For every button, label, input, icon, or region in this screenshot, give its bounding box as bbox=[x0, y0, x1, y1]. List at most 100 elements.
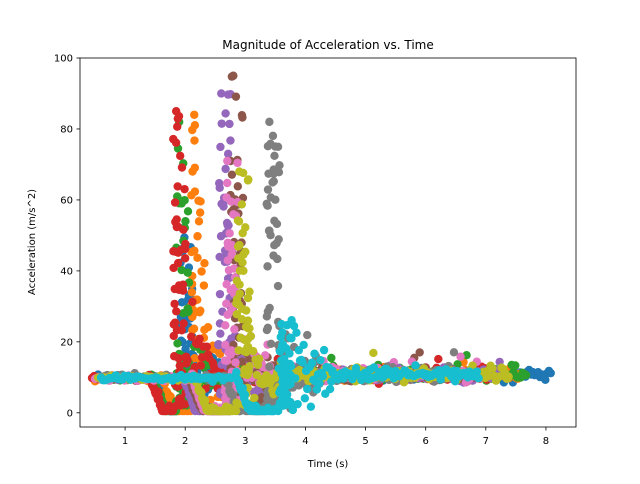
data-point bbox=[263, 141, 273, 151]
data-point bbox=[215, 349, 225, 359]
data-point bbox=[240, 390, 250, 399]
data-point bbox=[275, 347, 285, 356]
data-point bbox=[220, 356, 230, 365]
data-point bbox=[169, 247, 178, 256]
data-point bbox=[188, 297, 197, 307]
data-point bbox=[231, 92, 241, 101]
data-point bbox=[270, 151, 279, 161]
data-point bbox=[223, 149, 233, 159]
data-point bbox=[233, 182, 242, 191]
data-point bbox=[172, 307, 181, 316]
data-point bbox=[223, 156, 232, 166]
data-point bbox=[434, 354, 443, 364]
data-point bbox=[223, 220, 232, 230]
data-point bbox=[369, 348, 378, 358]
data-point bbox=[231, 358, 240, 367]
data-point bbox=[195, 208, 205, 217]
data-point bbox=[263, 201, 272, 210]
data-point bbox=[315, 379, 324, 388]
data-point bbox=[265, 362, 274, 371]
data-point bbox=[177, 298, 187, 307]
data-point bbox=[298, 358, 307, 367]
data-point bbox=[175, 361, 184, 370]
data-point bbox=[263, 262, 272, 271]
data-point bbox=[271, 195, 280, 204]
data-point bbox=[178, 286, 188, 295]
data-point bbox=[268, 131, 278, 141]
data-point bbox=[187, 332, 196, 341]
data-point bbox=[199, 281, 209, 290]
data-point bbox=[202, 342, 212, 351]
data-point bbox=[190, 120, 200, 130]
data-point bbox=[215, 289, 225, 299]
x-tick-label: 6 bbox=[423, 436, 429, 447]
data-point bbox=[221, 340, 230, 350]
points-layer bbox=[87, 71, 555, 416]
data-point bbox=[224, 240, 233, 250]
data-point bbox=[277, 395, 287, 405]
data-point bbox=[411, 361, 420, 370]
data-point bbox=[244, 175, 253, 184]
data-point bbox=[277, 319, 286, 329]
x-tick-label: 5 bbox=[362, 436, 368, 447]
data-point bbox=[224, 348, 233, 357]
data-point bbox=[273, 281, 283, 291]
data-point bbox=[291, 374, 300, 383]
data-point bbox=[190, 187, 200, 196]
data-point bbox=[265, 303, 274, 313]
data-point bbox=[183, 356, 192, 365]
data-point bbox=[289, 321, 299, 331]
data-point bbox=[250, 393, 259, 403]
data-point bbox=[237, 200, 247, 209]
data-point bbox=[237, 315, 247, 324]
data-point bbox=[233, 216, 243, 225]
data-point bbox=[171, 107, 181, 116]
data-point bbox=[273, 254, 282, 264]
data-point bbox=[187, 247, 196, 257]
data-point bbox=[234, 346, 243, 355]
data-point bbox=[264, 226, 274, 235]
data-point bbox=[521, 370, 531, 380]
data-point bbox=[280, 354, 289, 364]
data-point bbox=[173, 182, 182, 191]
data-point bbox=[511, 361, 520, 370]
data-point bbox=[179, 319, 188, 328]
data-point bbox=[193, 232, 202, 241]
data-point bbox=[176, 401, 185, 410]
data-point bbox=[269, 169, 278, 179]
data-point bbox=[170, 299, 179, 309]
data-point bbox=[219, 199, 228, 209]
data-point bbox=[273, 142, 283, 152]
data-point bbox=[318, 372, 328, 381]
data-point bbox=[171, 138, 181, 147]
data-point bbox=[238, 383, 248, 393]
data-point bbox=[217, 89, 226, 98]
data-point bbox=[541, 375, 550, 384]
data-point bbox=[190, 163, 200, 172]
data-point bbox=[223, 178, 232, 188]
y-axis-label: Acceleration (m/s^2) bbox=[27, 189, 38, 295]
data-point bbox=[310, 349, 319, 358]
data-point bbox=[225, 229, 234, 238]
data-point bbox=[180, 254, 190, 263]
data-point bbox=[183, 268, 192, 277]
data-point bbox=[221, 321, 230, 330]
data-point bbox=[195, 334, 204, 344]
data-point bbox=[193, 253, 202, 263]
data-point bbox=[226, 136, 235, 145]
data-point bbox=[166, 392, 175, 401]
data-point bbox=[229, 71, 238, 80]
data-point bbox=[222, 280, 231, 289]
data-point bbox=[546, 368, 555, 378]
data-point bbox=[233, 400, 242, 409]
data-point bbox=[197, 267, 206, 276]
data-point bbox=[300, 394, 310, 403]
data-point bbox=[169, 263, 178, 273]
data-point bbox=[172, 222, 181, 232]
data-point bbox=[180, 184, 189, 194]
data-point bbox=[245, 362, 254, 371]
data-point bbox=[209, 362, 219, 372]
data-point bbox=[278, 328, 287, 337]
